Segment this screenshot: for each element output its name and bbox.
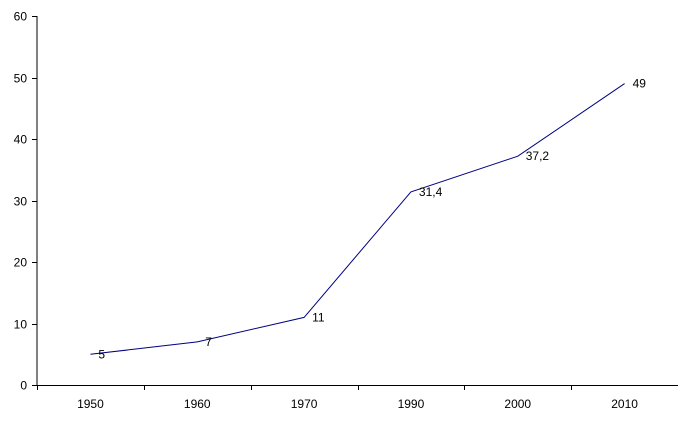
y-tick-label: 40: [14, 133, 28, 147]
data-label: 11: [312, 310, 325, 324]
x-tick-label: 1970: [291, 397, 318, 411]
x-tick-label: 2010: [611, 397, 638, 411]
series-line: [90, 83, 625, 355]
data-label: 49: [633, 77, 647, 91]
x-tick-label: 1960: [184, 397, 211, 411]
data-label: 5: [98, 347, 105, 361]
x-tick-label: 1950: [77, 397, 104, 411]
y-tick-label: 60: [14, 10, 28, 24]
data-label: 7: [205, 335, 212, 349]
x-tick-label: 1990: [398, 397, 425, 411]
y-tick-label: 50: [14, 72, 28, 86]
data-labels-group: 5 7 11 31,4 37,2 49: [98, 77, 646, 362]
x-tick-label: 2000: [504, 397, 531, 411]
y-tick-label: 10: [14, 318, 28, 332]
y-axis: 0 10 20 30 40 50 60: [14, 10, 38, 393]
y-tick-label: 0: [20, 379, 27, 393]
data-label: 31,4: [419, 185, 443, 199]
series-group: [90, 83, 625, 355]
x-axis: 1950 1960 1970 1990 2000 2010: [37, 385, 678, 411]
data-label: 37,2: [526, 149, 550, 163]
y-tick-label: 30: [14, 195, 28, 209]
y-tick-label: 20: [14, 256, 28, 270]
